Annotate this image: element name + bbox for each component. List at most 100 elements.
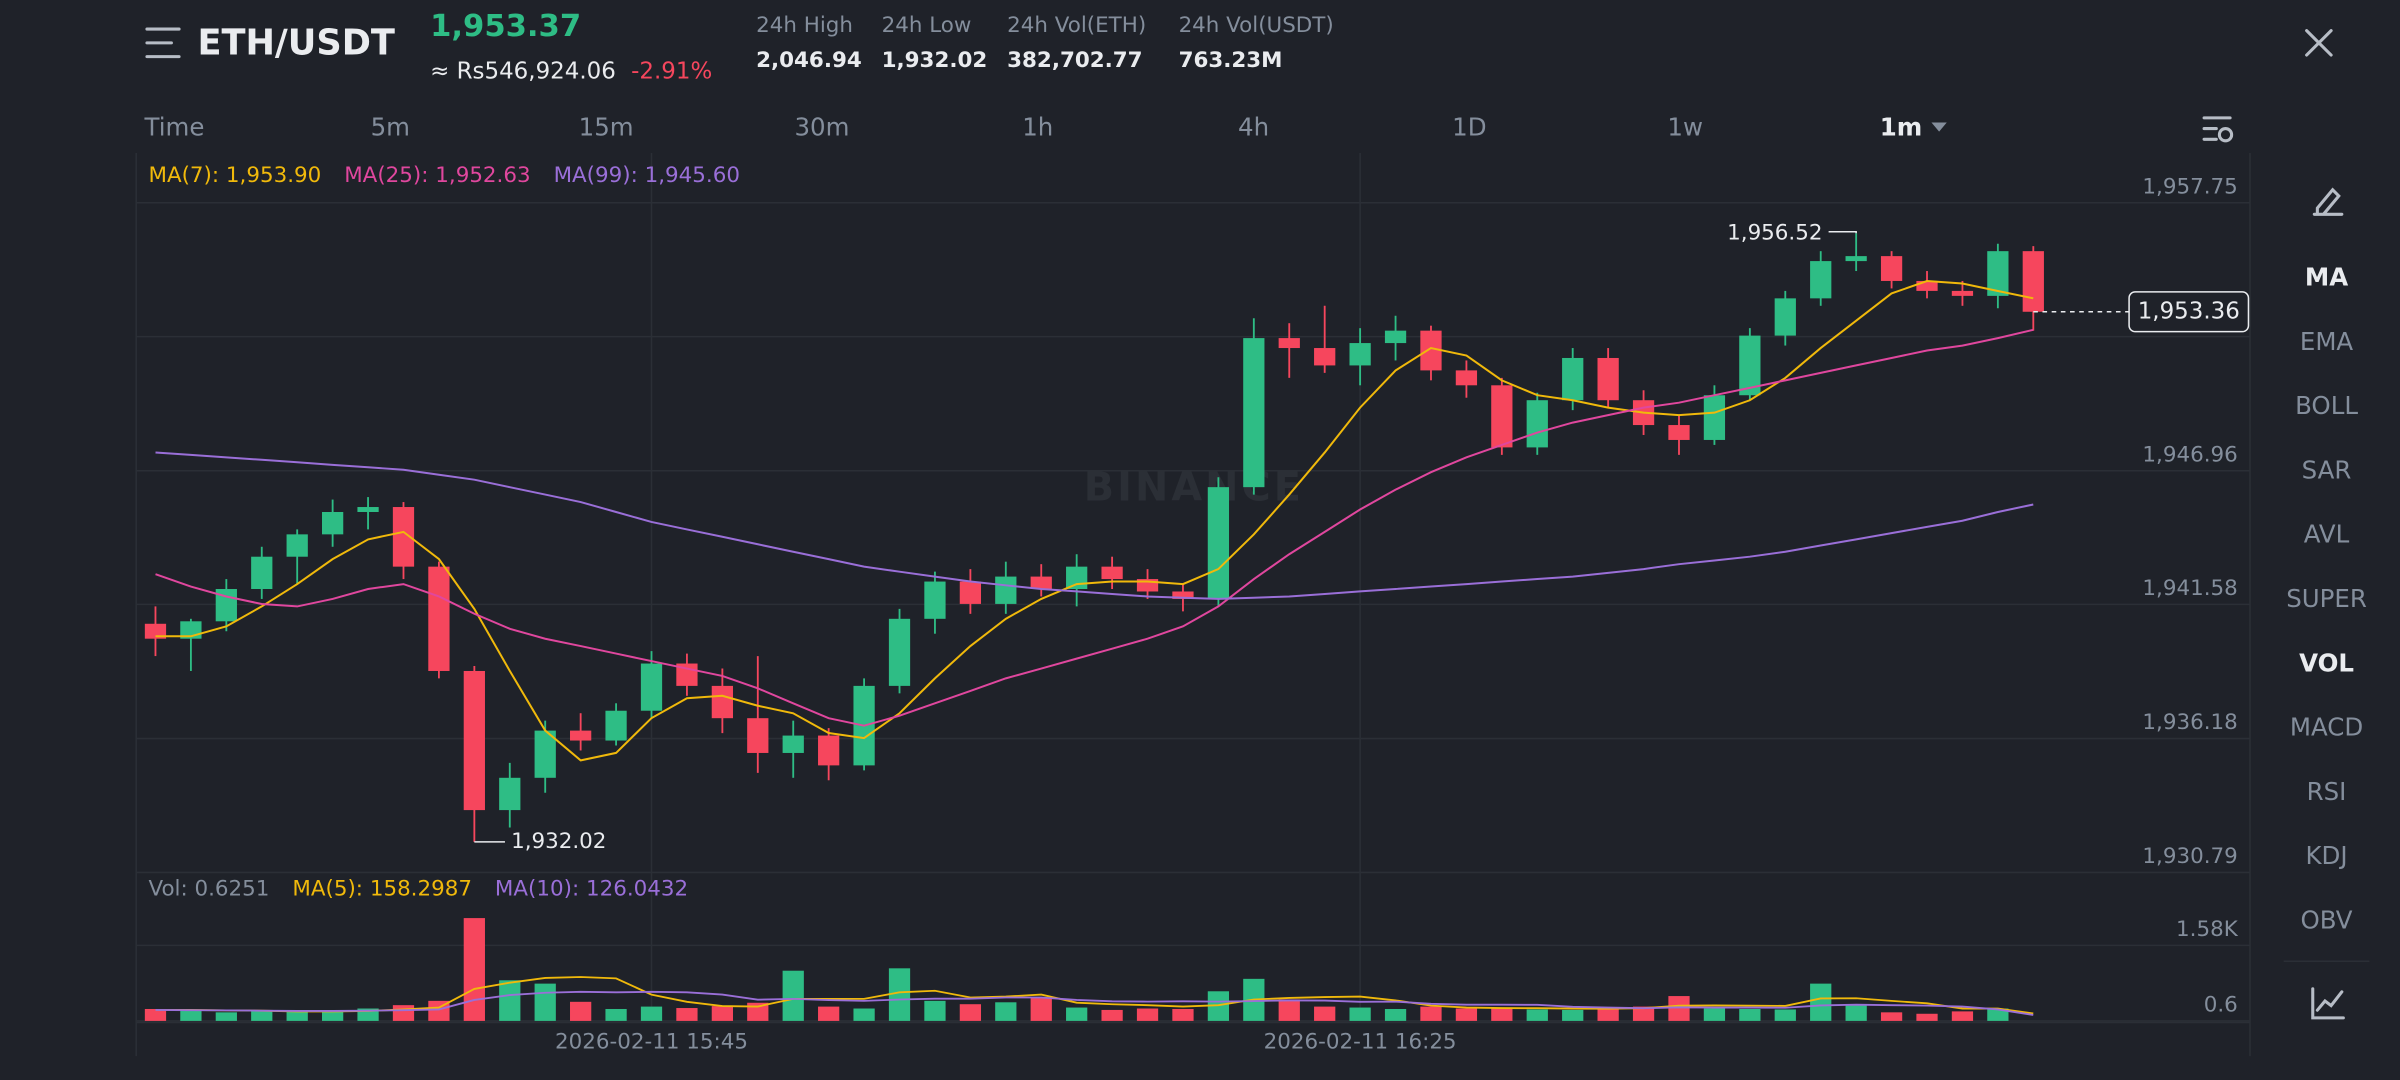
candle-body [1987,251,2009,296]
volume-bar [782,970,804,1021]
volume-bar [570,1001,592,1021]
volume-bar [1526,1009,1548,1021]
candle-body [1845,256,1867,262]
candle-body [428,566,450,671]
timeframe-tab[interactable]: Time [144,113,205,142]
legend-entry: MA(99): 1,945.60 [554,163,740,188]
ma-line [155,280,2034,762]
timeframe-tab[interactable]: 1h [1022,113,1053,142]
candle-body [924,581,946,619]
menu-icon[interactable] [145,27,181,59]
timeframe-tab[interactable]: 1D [1452,113,1486,142]
volume-bar [640,1006,663,1021]
volume-bar [215,1012,237,1021]
volume-bar [888,968,911,1021]
candle-body [605,710,627,741]
volume-bar [534,983,556,1021]
volume-bar [1384,1008,1407,1021]
price-change: -2.91% [631,58,712,84]
timeframe-tab[interactable]: 5m [371,113,410,142]
candle-body [1562,357,1584,401]
close-button[interactable] [2305,29,2333,57]
ma-line [155,328,2034,727]
volume-bar [1420,1006,1442,1021]
candle-body [782,735,804,753]
stat-value: 763.23M [1179,48,1283,73]
indicator-tab[interactable]: OBV [2301,905,2353,934]
volume-bar [1880,1012,1903,1021]
candle-body [818,735,840,766]
timeframe-tab[interactable]: 30m [794,113,849,142]
volume-bar [924,1000,946,1021]
candle-body [1880,256,1903,281]
x-tick-label: 2026-02-11 15:45 [555,1029,748,1054]
candle-body [1420,330,1442,371]
candle-body [711,685,733,719]
indicator-tab[interactable]: SAR [2302,455,2352,484]
candle-body [1101,566,1123,580]
stat-label: 24h High [756,13,853,38]
candle-body [640,663,663,711]
high-marker: 1,956.52 [1727,220,1822,245]
y-tick-label: 1.58K [2176,917,2239,942]
y-tick-label: 0.6 [2204,993,2238,1018]
timeframe-tab[interactable]: 4h [1238,113,1269,142]
volume-bar [818,1006,840,1021]
candle-body [1951,290,1974,296]
legend-entry: Vol: 0.6251 [148,876,269,901]
fiat-price: ≈ Rs546,924.06 [430,58,616,84]
volume-bar [1172,1008,1194,1021]
volume-bar [1136,1008,1159,1021]
volume-bar [1455,1008,1478,1021]
volume-bar [1597,1008,1619,1021]
volume-bar [1987,1008,2009,1021]
volume-bar [428,1000,450,1021]
stat-value: 1,932.02 [882,48,988,73]
volume-bar [1349,1007,1371,1021]
candle-body [534,730,556,778]
candle-body [321,511,344,535]
legend-entry: MA(7): 1,953.90 [148,163,321,188]
legend-entry: MA(25): 1,952.63 [344,163,530,188]
legend-entry: MA(5): 158.2987 [292,876,472,901]
timeframe-tab[interactable]: 1m [1880,113,1923,142]
candle-body [959,581,982,604]
timeframe-tab[interactable]: 15m [579,113,634,142]
volume-bar [1810,983,1832,1021]
volume-bar [1066,1007,1088,1021]
low-marker: 1,932.02 [511,829,606,854]
candle-body [1172,591,1194,599]
chart-type[interactable] [2311,987,2345,1020]
volume-bar [1632,1006,1655,1021]
candle-body [1384,330,1407,344]
stat-label: 24h Vol(USDT) [1179,13,1334,38]
indicator-tab[interactable]: MACD [2290,713,2363,742]
timeframe-tab[interactable]: 1w [1667,113,1703,142]
indicator-tab[interactable]: KDJ [2305,841,2347,870]
volume-bar [499,980,521,1021]
volume-bar [1314,1006,1336,1021]
indicator-tab[interactable]: VOL [2299,648,2354,677]
y-tick-label: 1,930.79 [2142,844,2237,869]
volume-ma-line [155,990,2034,1016]
volume-bar [676,1008,698,1021]
candle-body [747,718,769,753]
volume-bar [1668,996,1690,1021]
draw-tool[interactable] [2312,187,2344,216]
volume-ma-line [155,976,2034,1015]
indicator-tab[interactable]: MA [2305,263,2348,292]
indicator-tab[interactable]: AVL [2304,520,2350,549]
indicator-tab[interactable]: BOLL [2295,391,2358,420]
indicator-tab[interactable]: SUPER [2286,584,2367,613]
volume-bar [1278,999,1300,1021]
stat-label: 24h Vol(ETH) [1007,13,1146,38]
volume-bar [1207,991,1230,1021]
indicator-tab[interactable]: EMA [2300,327,2354,356]
pair-title: ETH/USDT [197,22,394,63]
volume-bar [1774,1009,1796,1021]
candle-body [1668,425,1690,440]
indicator-tab[interactable]: RSI [2307,777,2347,806]
chart-settings[interactable] [2202,116,2234,143]
